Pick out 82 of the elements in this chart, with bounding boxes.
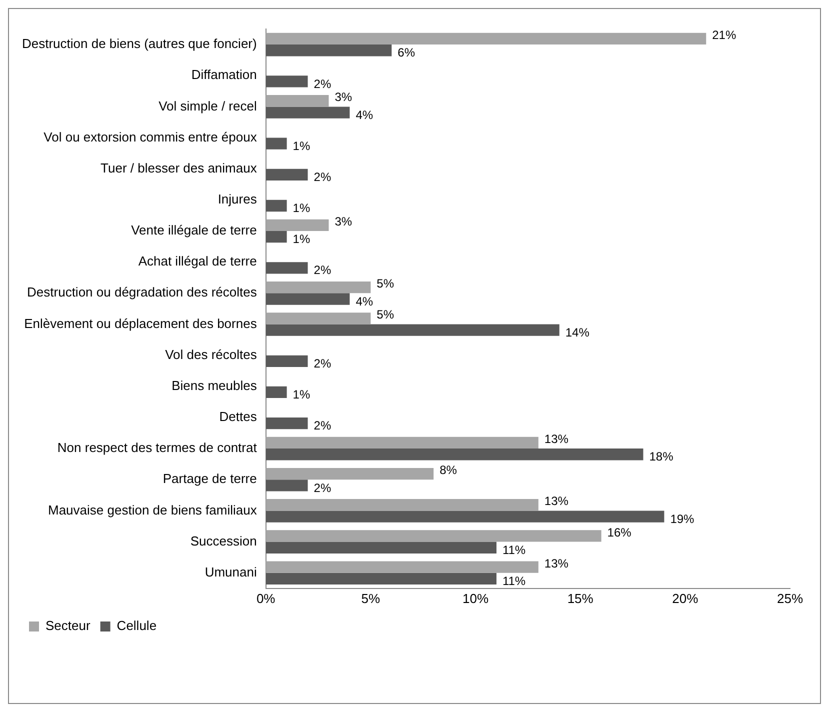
data-label: 3%: [334, 214, 352, 228]
data-label: 2%: [314, 170, 332, 184]
y-tick-label: Partage de terre: [162, 471, 257, 486]
data-label: 13%: [544, 432, 569, 446]
bar: [266, 436, 538, 449]
y-tick-label: Non respect des termes de contrat: [57, 440, 258, 456]
bar: [266, 293, 350, 305]
data-label: 2%: [314, 418, 332, 433]
y-tick-label: Enlèvement ou déplacement des bornes: [24, 316, 258, 331]
bar: [266, 231, 287, 243]
y-tick-label: Biens meubles: [172, 378, 258, 393]
data-label: 11%: [502, 574, 526, 588]
bar: [266, 95, 329, 107]
bar: [266, 542, 496, 554]
bar: [266, 219, 329, 232]
bar: [266, 262, 308, 274]
bar: [266, 510, 664, 522]
y-tick-label: Diffamation: [191, 67, 257, 82]
data-label: 19%: [670, 512, 695, 526]
data-label: 13%: [544, 556, 569, 570]
data-label: 8%: [440, 463, 458, 478]
y-tick-label: Destruction ou dégradation des récoltes: [27, 284, 258, 300]
bar: [266, 324, 560, 336]
x-tick-label: 5%: [361, 590, 381, 606]
bar: [266, 282, 371, 294]
data-label: 13%: [544, 494, 569, 508]
data-label: 5%: [376, 276, 394, 291]
x-tick-label: 10%: [462, 590, 489, 606]
data-label: 3%: [334, 90, 352, 104]
bar: [266, 312, 371, 324]
bar: [266, 32, 706, 45]
bar: [266, 417, 308, 430]
bar: [266, 499, 538, 511]
y-tick-label: Succession: [190, 533, 257, 548]
y-tick-label: Injures: [218, 192, 258, 207]
x-tick-label: 15%: [567, 590, 594, 606]
x-tick-label: 20%: [672, 590, 699, 606]
bar: [266, 76, 308, 88]
data-label: 2%: [314, 356, 332, 370]
data-label: 11%: [502, 542, 526, 557]
bar: [266, 386, 287, 398]
y-tick-label: Dettes: [219, 409, 258, 424]
bar: [266, 448, 644, 460]
data-label: 4%: [356, 108, 374, 122]
y-tick-label: Achat illégal de terre: [138, 254, 257, 269]
bar: [266, 168, 308, 181]
y-tick-label: Mauvaise gestion de biens familiaux: [48, 502, 258, 518]
data-label: 1%: [292, 138, 310, 153]
x-tick-label: 25%: [776, 590, 804, 606]
y-tick-label: Vente illégale de terre: [131, 222, 257, 238]
bar: [266, 138, 287, 150]
bar: [266, 200, 287, 212]
data-label: 1%: [292, 232, 310, 246]
bar: [266, 106, 350, 118]
data-label: 2%: [314, 480, 332, 495]
y-tick-label: Vol simple / recel: [158, 98, 257, 114]
data-label: 18%: [649, 450, 674, 464]
legend-label: Secteur: [46, 618, 91, 634]
y-tick-label: Umunani: [204, 564, 257, 580]
x-tick-label: 0%: [256, 590, 276, 606]
y-tick-label: Vol des récoltes: [165, 346, 258, 362]
bar: [266, 480, 308, 492]
data-label: 16%: [607, 525, 632, 540]
data-label: 2%: [314, 263, 332, 278]
data-label: 4%: [356, 294, 374, 308]
bar: [266, 468, 434, 480]
data-label: 1%: [292, 201, 310, 216]
data-label: 21%: [712, 28, 736, 42]
y-tick-label: Tuer / blesser des animaux: [100, 160, 258, 176]
bar: [266, 44, 392, 56]
data-label: 5%: [376, 308, 394, 322]
data-label: 14%: [565, 325, 590, 340]
bar: [266, 561, 538, 573]
y-tick-label: Vol ou extorsion commis entre époux: [44, 129, 258, 144]
data-label: 6%: [398, 46, 416, 60]
bar: [266, 572, 496, 585]
data-label: 2%: [314, 76, 332, 91]
y-tick-label: Destruction de biens (autres que foncier): [22, 36, 257, 52]
legend-label: Cellule: [116, 618, 157, 634]
bar: [266, 355, 308, 367]
data-label: 1%: [292, 388, 310, 402]
bar: [266, 530, 602, 542]
